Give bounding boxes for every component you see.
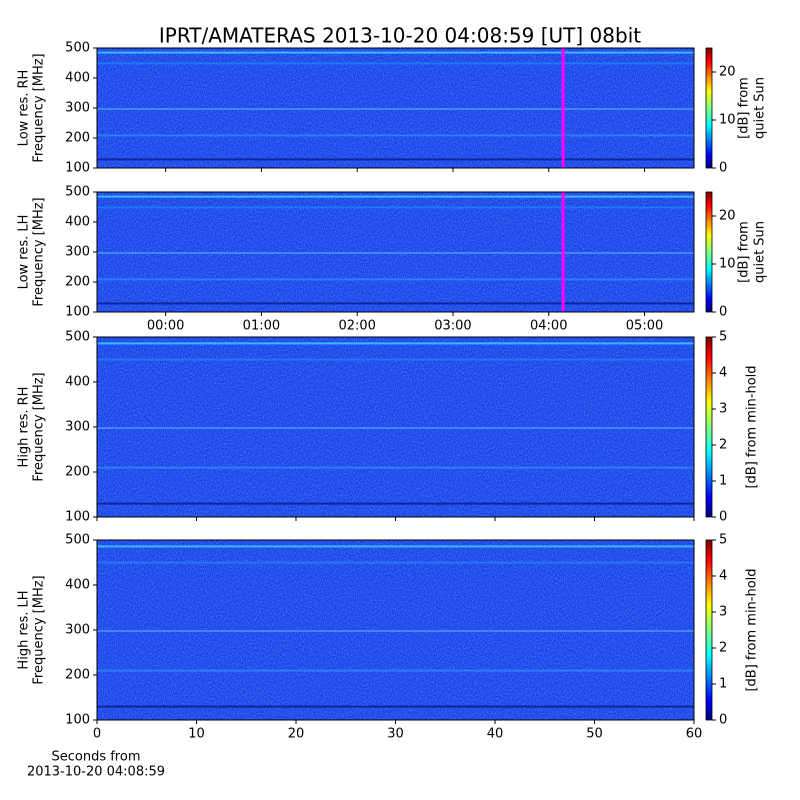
x-tick-label: 10 [188,727,205,742]
colorbar-label: quiet Sun [753,221,768,283]
y-tick-label: 300 [65,623,90,638]
y-tick-label: 300 [65,101,90,116]
spectrogram-band [97,630,694,632]
x-tick-label: 0 [93,727,101,742]
x-axis-label: Seconds from [51,750,140,765]
x-tick-label: 02:00 [338,319,375,334]
x-tick-label: 03:00 [434,319,471,334]
x-tick-label: 05:00 [626,319,663,334]
y-axis-label: Frequency [MHz] [32,575,47,684]
y-tick-label: 200 [65,465,90,480]
x-tick-label: 00:00 [147,319,184,334]
x-tick-label: 60 [686,727,703,742]
colorbar-tick-label: 3 [719,605,727,620]
y-tick-label: 400 [65,71,90,86]
x-tick-label: 01:00 [243,319,280,334]
spectrogram-band [97,51,694,54]
spectrogram-band [97,302,694,305]
colorbar-tick-label: 5 [719,330,727,345]
colorbar [705,47,713,169]
y-tick-label: 200 [65,275,90,290]
spectrogram-band [97,108,694,110]
colorbar-tick-label: 2 [719,641,727,656]
colorbar-tick-label: 0 [719,305,727,320]
y-tick-label: 300 [65,245,90,260]
colorbar-label: [dB] from min-hold [745,568,760,691]
spectrogram-band [97,466,694,469]
colorbar-tick-label: 0 [719,161,727,176]
colorbar-label: [dB] from [737,77,752,139]
y-tick-label: 400 [65,578,90,593]
spectrogram-band [97,252,694,254]
x-tick-label: 30 [387,727,404,742]
y-tick-label: 500 [65,533,90,548]
spectrogram-band [97,278,694,281]
y-tick-label: 500 [65,41,90,56]
spectrogram-band [97,206,694,209]
y-tick-label: 200 [65,131,90,146]
spectrogram-band [97,427,694,429]
x-tick-label: 20 [288,727,305,742]
colorbar [705,191,713,313]
colorbar [705,336,713,518]
y-axis-label: Low res. LH [17,215,32,290]
y-tick-label: 300 [65,420,90,435]
y-tick-label: 100 [65,713,90,728]
colorbar-tick-label: 1 [719,677,727,692]
spectrogram-band [97,561,694,564]
colorbar-tick-label: 4 [719,569,727,584]
y-axis-label: High res. RH [17,387,32,468]
colorbar-tick-label: 10 [719,113,736,128]
y-axis-label: Frequency [MHz] [32,197,47,306]
x-tick-label: 50 [586,727,603,742]
y-tick-label: 200 [65,668,90,683]
colorbar-tick-label: 0 [719,713,727,728]
colorbar-tick-label: 0 [719,510,727,525]
spectrogram-band [97,158,694,161]
spectrogram-band [97,62,694,65]
x-tick-label: 40 [487,727,504,742]
spectrogram-band [97,342,694,345]
y-axis-label: High res. LH [17,590,32,669]
colorbar-tick-label: 1 [719,474,727,489]
spectrogram-band [97,358,694,361]
colorbar-tick-label: 4 [719,366,727,381]
y-tick-label: 400 [65,375,90,390]
y-tick-label: 500 [65,330,90,345]
colorbar-label: quiet Sun [753,77,768,139]
colorbar-tick-label: 20 [719,209,736,224]
spectrogram-band [97,195,694,198]
colorbar-tick-label: 10 [719,257,736,272]
y-tick-label: 500 [65,185,90,200]
colorbar-tick-label: 3 [719,402,727,417]
colorbar [705,539,713,721]
y-tick-label: 100 [65,510,90,525]
y-tick-label: 100 [65,161,90,176]
colorbar-tick-label: 2 [719,438,727,453]
y-tick-label: 100 [65,305,90,320]
y-tick-label: 400 [65,215,90,230]
colorbar-label: [dB] from [737,221,752,283]
spectrogram-band [97,545,694,548]
chart-title: IPRT/AMATERAS 2013-10-20 04:08:59 [UT] 0… [159,24,641,48]
colorbar-tick-label: 20 [719,65,736,80]
spectrogram-band [97,669,694,672]
colorbar-label: [dB] from min-hold [745,365,760,488]
x-axis-label: 2013-10-20 04:08:59 [27,765,165,780]
y-axis-label: Frequency [MHz] [32,53,47,162]
colorbar-tick-label: 5 [719,533,727,548]
y-axis-label: Frequency [MHz] [32,372,47,481]
spectrogram-band [97,134,694,137]
x-tick-label: 04:00 [530,319,567,334]
y-axis-label: Low res. RH [17,70,32,147]
spectrogram-band [97,502,694,505]
spectrogram-band [97,705,694,708]
